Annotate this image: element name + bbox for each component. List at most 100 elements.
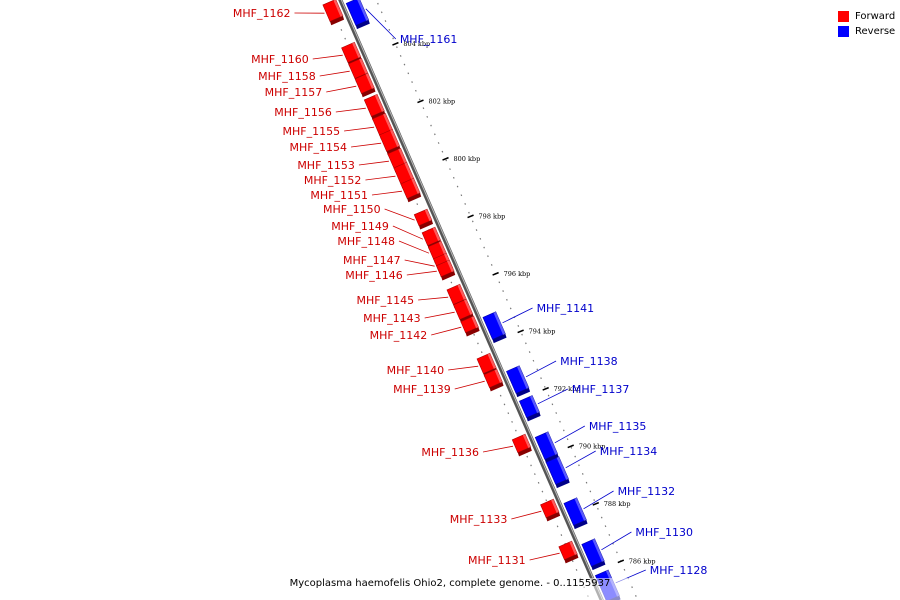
gene-label-mhf_1135[interactable]: MHF_1135 — [554, 420, 647, 444]
gene-block-highlight — [545, 431, 558, 455]
gene-feature-mhf_1134[interactable] — [545, 456, 570, 489]
gene-label-mhf_1142[interactable]: MHF_1142 — [370, 326, 462, 342]
gene-feature-mhf_1137[interactable] — [519, 395, 541, 422]
tick-mark — [542, 386, 549, 391]
gene-feature-mhf_1157[interactable] — [354, 72, 376, 98]
gene-name: MHF_1138 — [560, 355, 618, 368]
gene-block-highlight — [493, 311, 506, 335]
tick-mark — [467, 214, 474, 219]
gene-feature-mhf_1150[interactable] — [413, 208, 434, 230]
gene-block-shadow — [517, 447, 532, 457]
strand-legend: Forward Reverse — [838, 9, 895, 39]
gene-feature-mhf_1143[interactable] — [453, 298, 474, 324]
gene-label-mhf_1157[interactable]: MHF_1157 — [265, 85, 357, 99]
gene-feature-mhf_1131[interactable] — [558, 540, 579, 564]
gene-label-mhf_1138[interactable]: MHF_1138 — [525, 355, 618, 378]
gene-label-mhf_1145[interactable]: MHF_1145 — [357, 294, 449, 307]
gene-label-mhf_1132[interactable]: MHF_1132 — [583, 485, 676, 510]
gene-block-highlight — [494, 369, 503, 384]
gene-label-mhf_1136[interactable]: MHF_1136 — [421, 445, 514, 459]
gene-block-shadow — [516, 387, 531, 398]
gene-block-shadow — [492, 333, 507, 344]
gene-block-highlight — [457, 284, 467, 300]
gene-label-mhf_1151[interactable]: MHF_1151 — [310, 189, 403, 202]
leader-line — [424, 311, 455, 319]
gene-label-mhf_1140[interactable]: MHF_1140 — [387, 364, 479, 377]
tick-label: 798 kbp — [479, 212, 506, 220]
gene-label-mhf_1156[interactable]: MHF_1156 — [274, 106, 366, 119]
gene-feature-mhf_1133[interactable] — [540, 498, 561, 522]
gene-feature-mhf_1151[interactable] — [400, 177, 422, 203]
gene-block-shadow — [573, 519, 588, 530]
gene-label-mhf_1149[interactable]: MHF_1149 — [331, 220, 424, 240]
gene-label-mhf_1133[interactable]: MHF_1133 — [450, 510, 542, 526]
tick-mark — [592, 501, 600, 506]
gene-label-mhf_1150[interactable]: MHF_1150 — [323, 203, 415, 221]
tick-label: 804 kbp — [403, 40, 430, 48]
gene-label-mhf_1152[interactable]: MHF_1152 — [304, 174, 396, 187]
gene-feature-mhf_1156[interactable] — [363, 93, 386, 121]
gene-name: MHF_1158 — [258, 70, 316, 83]
gene-label-mhf_1147[interactable]: MHF_1147 — [343, 254, 435, 267]
gene-block-shadow — [355, 19, 370, 30]
leader-line — [392, 225, 424, 240]
gene-label-mhf_1134[interactable]: MHF_1134 — [565, 445, 658, 469]
gene-feature-mhf_1141[interactable] — [482, 311, 507, 344]
tick-mark — [492, 271, 499, 276]
gene-block-highlight — [551, 499, 559, 514]
gene-label-mhf_1154[interactable]: MHF_1154 — [289, 141, 382, 154]
gene-name: MHF_1139 — [393, 383, 451, 396]
leader-line — [418, 296, 449, 301]
gene-label-mhf_1143[interactable]: MHF_1143 — [363, 311, 455, 325]
gene-label-mhf_1141[interactable]: MHF_1141 — [502, 302, 595, 324]
tick-mark — [567, 444, 574, 449]
gene-label-mhf_1146[interactable]: MHF_1146 — [345, 269, 437, 282]
gene-name: MHF_1161 — [400, 33, 458, 46]
gene-label-mhf_1130[interactable]: MHF_1130 — [601, 526, 693, 551]
leader-line — [431, 326, 462, 336]
gene-name: MHF_1145 — [357, 294, 415, 307]
ruler-tick: 798 kbp — [467, 212, 506, 220]
leader-line — [482, 445, 514, 453]
tick-label: 786 kbp — [629, 557, 656, 565]
gene-label-mhf_1148[interactable]: MHF_1148 — [337, 235, 430, 254]
ruler-tick: 792 kbp — [542, 385, 580, 393]
gene-block-highlight — [446, 260, 455, 273]
bottom-fade — [540, 578, 630, 600]
gene-feature-mhf_1139[interactable] — [483, 368, 504, 392]
leader-line — [537, 388, 569, 405]
tick-label: 788 kbp — [604, 500, 631, 508]
gene-label-mhf_1139[interactable]: MHF_1139 — [393, 380, 485, 396]
gene-name: MHF_1146 — [345, 269, 403, 282]
gene-label-mhf_1162[interactable]: MHF_1162 — [233, 7, 325, 20]
gene-feature-mhf_1138[interactable] — [506, 365, 531, 398]
leader-line — [312, 54, 343, 60]
gene-label-mhf_1155[interactable]: MHF_1155 — [283, 125, 375, 138]
gene-feature-mhf_1130[interactable] — [581, 538, 606, 571]
gene-feature-mhf_1132[interactable] — [563, 497, 588, 530]
gene-block-highlight — [464, 299, 473, 315]
leader-line — [583, 490, 614, 510]
gene-block-highlight — [471, 316, 479, 329]
gene-name: MHF_1150 — [323, 203, 381, 216]
ruler-tick: 804 kbp — [392, 40, 430, 48]
gene-label-mhf_1161[interactable]: MHF_1161 — [365, 8, 458, 46]
gene-feature-mhf_1161[interactable] — [345, 0, 370, 30]
gene-feature-mhf_1162[interactable] — [322, 0, 345, 26]
gene-label-mhf_1158[interactable]: MHF_1158 — [258, 70, 350, 83]
gene-block-highlight — [374, 94, 385, 112]
gene-name: MHF_1149 — [331, 220, 389, 233]
reverse-swatch — [838, 26, 849, 37]
gene-feature-mhf_1146[interactable] — [436, 259, 456, 281]
gene-block-highlight — [352, 42, 361, 58]
gene-label-mhf_1153[interactable]: MHF_1153 — [297, 159, 389, 172]
gene-feature-mhf_1136[interactable] — [511, 433, 532, 457]
gene-label-mhf_1137[interactable]: MHF_1137 — [537, 383, 630, 405]
gene-label-mhf_1131[interactable]: MHF_1131 — [468, 552, 560, 567]
gene-feature-mhf_1142[interactable] — [460, 315, 480, 337]
leader-line — [529, 552, 560, 561]
gene-name: MHF_1130 — [635, 526, 693, 539]
legend-item-forward: Forward — [838, 9, 895, 24]
gene-label-mhf_1160[interactable]: MHF_1160 — [251, 53, 343, 66]
gene-feature-mhf_1135[interactable] — [534, 431, 559, 464]
